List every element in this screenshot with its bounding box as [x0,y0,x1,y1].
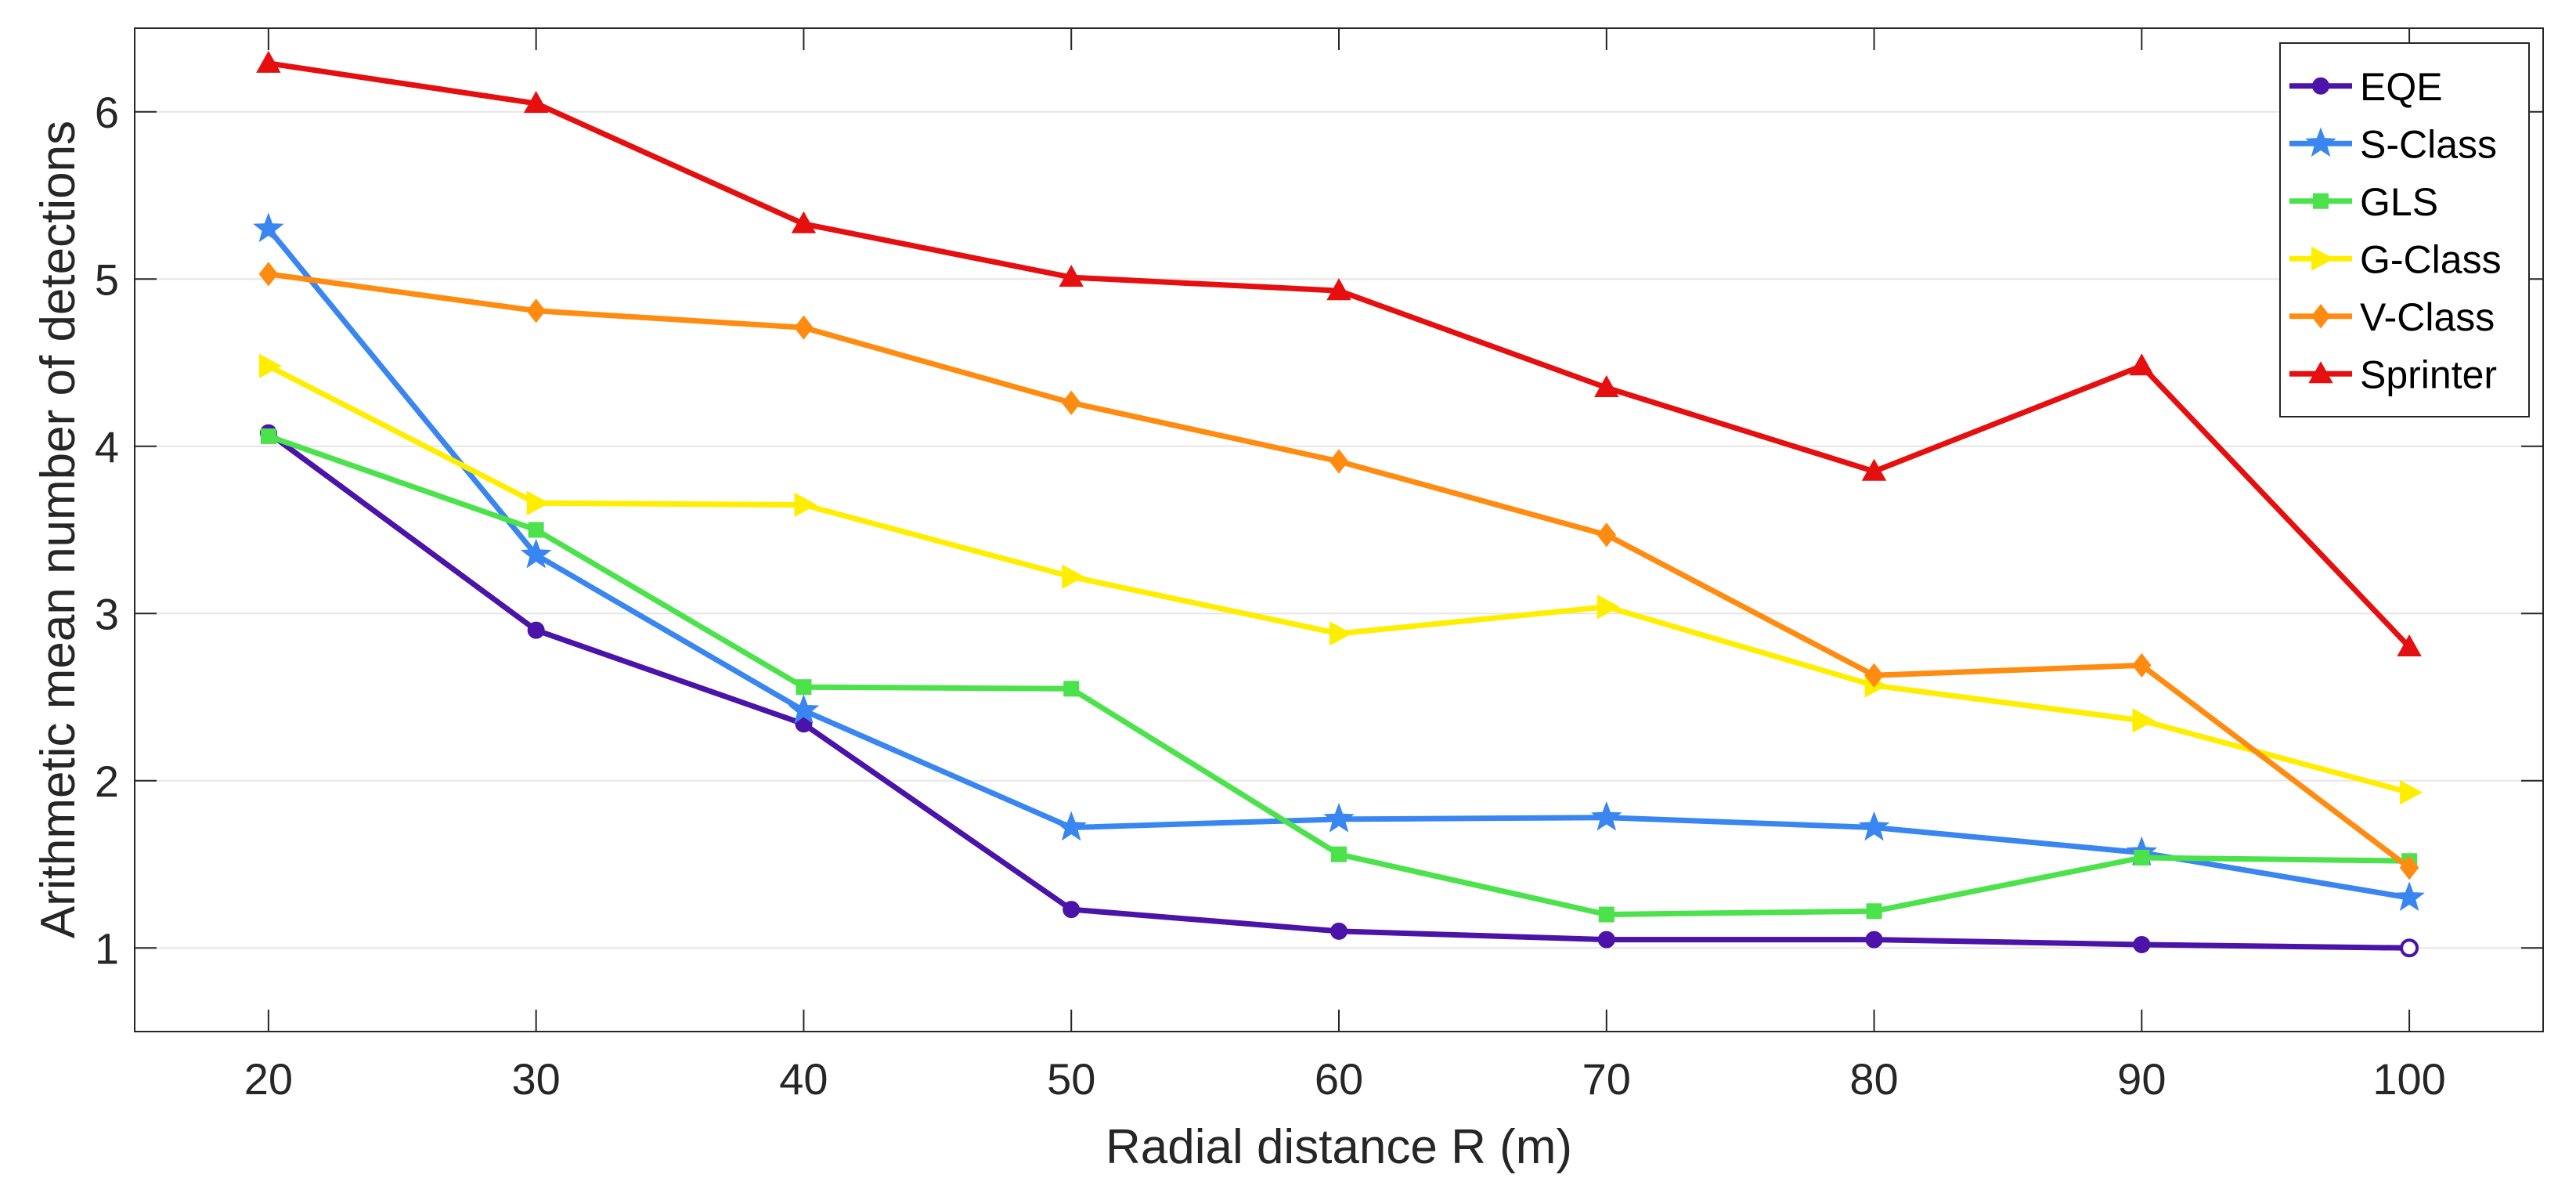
legend-marker [2308,361,2333,384]
data-point [1063,681,1080,697]
data-point [528,522,544,538]
y-tick-label: 5 [95,255,119,304]
data-point [1597,931,1615,949]
legend-label: S-Class [2360,122,2497,166]
data-point [2129,353,2155,376]
x-tick-label: 20 [244,1054,293,1104]
data-point [1329,621,1353,646]
data-point [788,694,820,724]
x-tick-label: 50 [1047,1054,1095,1104]
data-point [1061,390,1081,415]
x-tick-label: 60 [1315,1054,1363,1104]
data-point [527,621,545,639]
legend-label: Sprinter [2360,352,2497,396]
legend-marker [2312,77,2329,95]
data-point [1323,803,1355,833]
data-point [253,212,284,243]
data-point [526,490,550,516]
data-point [2399,855,2419,880]
data-point [1063,901,1081,919]
legend-item: GLS [2289,180,2438,224]
x-tick-label: 70 [1582,1054,1631,1104]
data-point [1865,931,1883,949]
series-s-class [253,212,2425,912]
y-tick-label: 1 [95,923,119,973]
data-point [1059,265,1084,287]
data-point [1591,800,1622,831]
x-tick-label: 30 [512,1054,561,1104]
legend-label: V-Class [2360,295,2495,339]
data-point [1596,522,1617,548]
legend-item: V-Class [2289,295,2495,339]
legend-label: G-Class [2360,237,2502,281]
data-point [2394,881,2425,912]
y-tick-label: 4 [95,422,119,472]
data-point [520,538,552,569]
series-v-class [258,262,2419,880]
series-group [253,50,2425,958]
data-point [1062,564,1085,589]
legend-item: S-Class [2289,122,2497,166]
data-point [2400,780,2423,805]
data-point [1864,663,1884,688]
data-point [1598,906,1615,923]
x-tick-label: 100 [2372,1054,2445,1104]
data-point [1055,811,1087,841]
y-tick-label: 6 [95,88,119,137]
legend: EQE S-Class GLS G-Class V-Class Sprinter [2279,42,2530,417]
data-point [2397,634,2422,656]
x-tick-label: 90 [2117,1054,2166,1104]
legend-marker [2313,193,2329,209]
data-point [1329,449,1349,474]
data-point [1866,903,1882,920]
data-point [1861,458,1887,481]
data-point [2134,849,2150,866]
plot-frame [134,27,2544,1032]
data-point [523,91,549,114]
data-point [260,428,276,444]
data-point [1330,922,1348,940]
x-tick-label: 80 [1849,1054,1898,1104]
data-point [258,353,282,378]
data-point [794,315,814,340]
x-axis-ticks: 20 30 40 50 60 70 80 90 100 [244,28,2446,1104]
data-point [1326,278,1351,301]
legend-item: Sprinter [2289,352,2497,396]
legend-box [2279,42,2530,417]
legend-item: G-Class [2289,237,2502,281]
legend-label: EQE [2360,65,2443,109]
plot-background [135,28,2543,1032]
y-axis-ticks: 1 2 3 4 5 6 [95,88,2543,973]
data-point [1594,374,1619,398]
y-axis-label: Arithmetic mean number of detections [31,121,85,938]
data-point [1596,594,1620,620]
data-point [256,50,281,73]
legend-item: EQE [2289,65,2443,109]
data-point [796,679,812,696]
x-tick-label: 40 [779,1054,828,1104]
data-point [526,298,546,323]
legend-marker [2311,246,2335,271]
legend-marker [2305,127,2336,157]
data-point [1331,846,1347,862]
data-point [2132,652,2152,678]
data-point [2132,708,2156,733]
data-point [2400,938,2419,958]
data-point [2133,935,2151,953]
data-point [1858,811,1890,841]
x-axis-label: Radial distance R (m) [1106,1120,1572,1174]
legend-marker [2311,304,2331,329]
series-sprinter [256,50,2422,656]
data-point [258,262,279,287]
y-tick-label: 3 [95,589,119,638]
legend-label: GLS [2360,180,2438,224]
y-tick-label: 2 [95,757,119,806]
data-point [791,211,817,233]
data-point [794,492,817,518]
